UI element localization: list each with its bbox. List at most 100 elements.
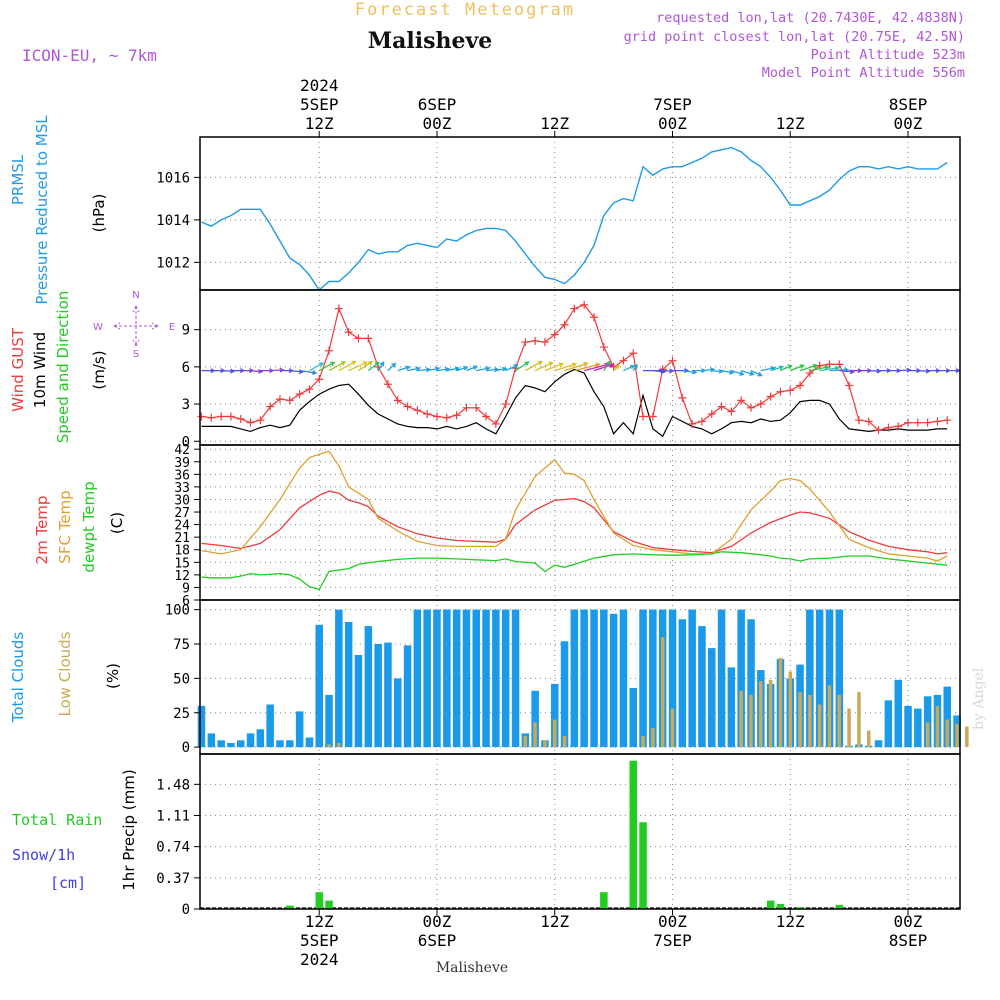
- gust-marker: [315, 375, 324, 384]
- total-cloud-bar: [619, 609, 628, 748]
- wind-arrow: [819, 365, 840, 372]
- gust-marker: [246, 418, 255, 427]
- gust-marker: [403, 402, 412, 411]
- gust-marker: [217, 412, 226, 421]
- gust-marker: [639, 412, 648, 421]
- total-cloud-bar: [207, 733, 216, 748]
- y-tick-label: 9: [182, 581, 190, 596]
- wind-arrow: [387, 362, 397, 372]
- total-cloud-bar: [403, 645, 412, 748]
- y-tick-label: 42: [174, 443, 190, 458]
- y-tick-label: 6: [182, 594, 190, 609]
- low-cloud-bar: [543, 740, 547, 748]
- low-cloud-bar: [739, 690, 743, 748]
- t2m-label: 2m Temp: [33, 496, 51, 565]
- low-cloud-bar: [337, 743, 341, 748]
- y-tick-label: 0: [182, 902, 190, 918]
- wind-unit: (m/s): [90, 350, 108, 389]
- gust-marker: [364, 334, 373, 343]
- gust-marker: [668, 356, 677, 365]
- gust-marker: [501, 400, 510, 409]
- low-cloud-bar: [827, 685, 832, 748]
- low-cloud-bar: [660, 637, 665, 748]
- gust-marker: [746, 403, 755, 412]
- wind-arrow: [358, 360, 374, 372]
- total-cloud-bar: [501, 609, 510, 748]
- time-label-top: 7SEP: [653, 95, 692, 114]
- wind-arrow: [947, 368, 961, 374]
- gust-marker: [727, 407, 736, 416]
- rain-bar: [286, 905, 294, 909]
- gust-marker: [383, 380, 392, 389]
- gust-marker: [550, 330, 559, 339]
- wind-arrow: [603, 360, 611, 371]
- total-cloud-bar: [600, 609, 608, 748]
- total-cloud-bar: [413, 609, 422, 748]
- footer-location: Malisheve: [436, 960, 508, 976]
- gust-marker: [933, 417, 942, 426]
- gust-marker: [285, 396, 294, 405]
- y-tick-label: 24: [174, 519, 190, 534]
- low-cloud-bar: [641, 736, 645, 748]
- wind-arrow: [799, 363, 818, 372]
- total-cloud-bar: [482, 609, 490, 748]
- total-cloud-bar: [835, 609, 844, 748]
- wind-arrow: [750, 370, 763, 377]
- top-title: Forecast Meteogram: [355, 0, 575, 20]
- total-cloud-bar: [384, 642, 392, 748]
- rain-bar: [315, 892, 323, 909]
- wind-arrow: [309, 362, 325, 372]
- total-cloud-bar: [698, 626, 706, 748]
- gust-marker: [482, 412, 491, 421]
- wind-arrow: [250, 368, 264, 374]
- rain-bar: [835, 904, 844, 909]
- gust-marker: [305, 385, 314, 394]
- gust-marker: [629, 349, 638, 358]
- gust-marker: [943, 416, 952, 425]
- gust-marker: [197, 412, 206, 421]
- wind-arrow: [711, 368, 724, 374]
- grid-layer: [200, 137, 960, 910]
- total-cloud-bar: [423, 609, 431, 748]
- wind-arrow: [623, 364, 636, 372]
- total-cloud-bar: [433, 609, 441, 748]
- total-cloud-bar: [874, 740, 883, 748]
- y-tick-label: 0.74: [156, 840, 190, 856]
- wind-arrow: [377, 361, 385, 371]
- total-cloud-bar: [708, 648, 716, 748]
- gust-marker: [275, 395, 284, 404]
- time-label-bottom: 12Z: [776, 912, 805, 931]
- total-cloud-bar: [560, 641, 569, 748]
- gust-marker: [717, 402, 726, 411]
- total-cloud-bar: [462, 609, 471, 748]
- gust-marker: [266, 402, 275, 411]
- y-tick-label: 21: [174, 531, 190, 546]
- watermark: by Angel: [971, 667, 987, 730]
- total-cloud-bar: [246, 733, 255, 748]
- time-label-top: 00Z: [423, 114, 452, 133]
- wind-arrow: [534, 361, 554, 372]
- time-label-bottom: 00Z: [423, 912, 452, 931]
- gust-marker: [874, 426, 883, 435]
- time-label-top: 00Z: [658, 114, 687, 133]
- total-cloud-bar: [668, 609, 677, 748]
- y-tick-label: 12: [174, 569, 190, 584]
- total-cloud-bar: [639, 609, 647, 748]
- gust-marker: [854, 416, 863, 425]
- model-label: ICON-EU, ~ 7km: [22, 46, 157, 65]
- location-title: Malisheve: [368, 28, 492, 54]
- rain-legend: Total Rain: [12, 811, 102, 829]
- total-cloud-bar: [914, 708, 922, 748]
- total-cloud-bar: [315, 624, 323, 748]
- time-label-bottom: 6SEP: [418, 931, 457, 950]
- pressure-line: [201, 146, 948, 292]
- total-cloud-bar: [335, 609, 343, 748]
- wind-arrow: [524, 360, 543, 372]
- pressure-label-short: PRMSL: [9, 154, 27, 205]
- low-cloud-bar: [523, 736, 527, 748]
- total-cloud-bar: [344, 622, 353, 748]
- rain-bar: [776, 903, 785, 909]
- total-cloud-bar: [815, 609, 824, 748]
- wind-arrow: [721, 369, 735, 375]
